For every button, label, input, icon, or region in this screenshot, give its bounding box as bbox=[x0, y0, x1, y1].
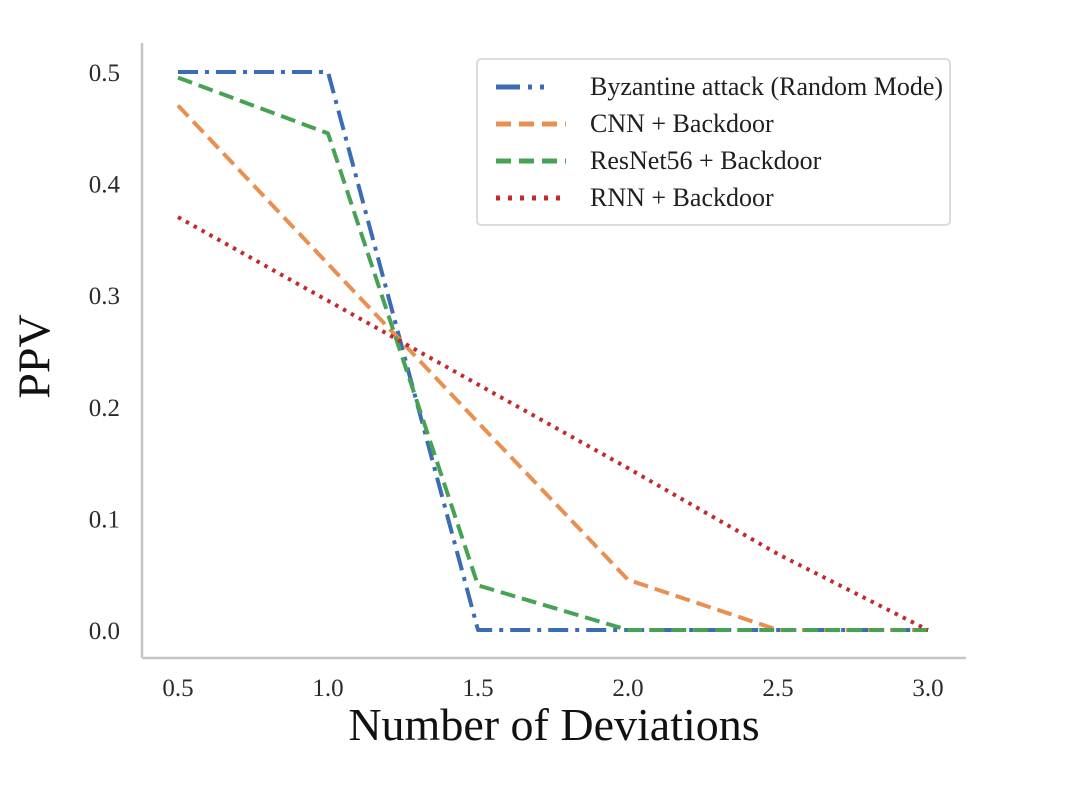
legend-label: RNN + Backdoor bbox=[590, 182, 774, 212]
legend-label: ResNet56 + Backdoor bbox=[590, 145, 822, 175]
y-tick-label: 0.4 bbox=[89, 172, 121, 199]
x-tick-label: 2.5 bbox=[762, 675, 793, 702]
legend-entry: RNN + Backdoor bbox=[478, 179, 949, 216]
x-axis-title: Number of Deviations bbox=[348, 699, 760, 750]
x-tick-label: 3.0 bbox=[912, 675, 943, 702]
x-tick-label: 2.0 bbox=[612, 675, 643, 702]
y-tick-label: 0.1 bbox=[89, 506, 120, 533]
y-axis-title: PPV bbox=[8, 314, 60, 399]
legend-line-swatch bbox=[496, 84, 566, 89]
legend-label: CNN + Backdoor bbox=[590, 108, 774, 138]
y-tick-label: 0.0 bbox=[89, 618, 120, 645]
series-line bbox=[177, 215, 929, 632]
y-tick-label: 0.3 bbox=[89, 283, 120, 310]
y-tick-label: 0.2 bbox=[89, 395, 120, 422]
series-line bbox=[177, 75, 928, 632]
legend-line-swatch bbox=[496, 195, 566, 200]
legend-line-swatch bbox=[496, 121, 566, 126]
x-tick-label: 1.0 bbox=[312, 675, 343, 702]
x-tick-label: 1.5 bbox=[462, 675, 493, 702]
legend-line-swatch bbox=[496, 158, 566, 163]
legend-box: Byzantine attack (Random Mode) CNN + Back… bbox=[476, 58, 951, 226]
legend-label: Byzantine attack (Random Mode) bbox=[590, 71, 944, 101]
legend-entry: ResNet56 + Backdoor bbox=[478, 142, 949, 179]
y-tick-label: 0.5 bbox=[89, 60, 120, 87]
x-tick-label: 0.5 bbox=[162, 675, 193, 702]
legend-entry: CNN + Backdoor bbox=[478, 105, 949, 142]
legend-entry: Byzantine attack (Random Mode) bbox=[478, 68, 949, 105]
series-line bbox=[176, 104, 928, 632]
series-line bbox=[178, 70, 928, 632]
